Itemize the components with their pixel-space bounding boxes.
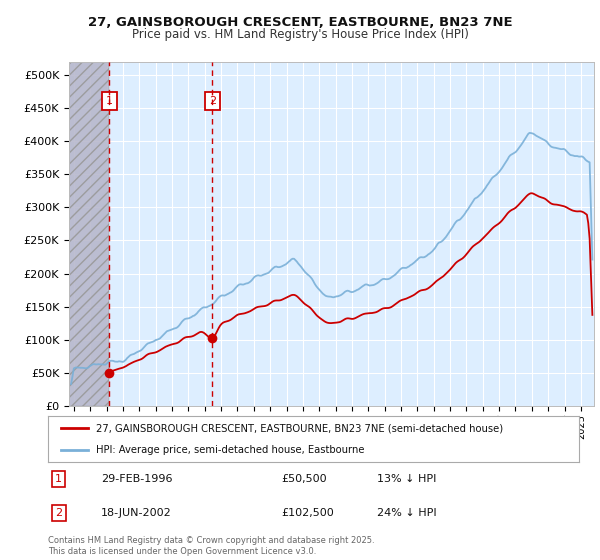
Text: 13% ↓ HPI: 13% ↓ HPI [377,474,437,484]
Text: 24% ↓ HPI: 24% ↓ HPI [377,508,437,518]
Text: Contains HM Land Registry data © Crown copyright and database right 2025.
This d: Contains HM Land Registry data © Crown c… [48,536,374,556]
Text: 29-FEB-1996: 29-FEB-1996 [101,474,173,484]
Text: HPI: Average price, semi-detached house, Eastbourne: HPI: Average price, semi-detached house,… [96,445,364,455]
Text: 1: 1 [106,96,113,106]
Text: 27, GAINSBOROUGH CRESCENT, EASTBOURNE, BN23 7NE (semi-detached house): 27, GAINSBOROUGH CRESCENT, EASTBOURNE, B… [96,423,503,433]
Text: 18-JUN-2002: 18-JUN-2002 [101,508,172,518]
Text: 2: 2 [55,508,62,518]
Text: £102,500: £102,500 [281,508,334,518]
Text: 1: 1 [55,474,62,484]
Text: £50,500: £50,500 [281,474,327,484]
Text: 27, GAINSBOROUGH CRESCENT, EASTBOURNE, BN23 7NE: 27, GAINSBOROUGH CRESCENT, EASTBOURNE, B… [88,16,512,29]
Text: Price paid vs. HM Land Registry's House Price Index (HPI): Price paid vs. HM Land Registry's House … [131,28,469,41]
Bar [69,62,109,406]
Text: 2: 2 [209,96,216,106]
